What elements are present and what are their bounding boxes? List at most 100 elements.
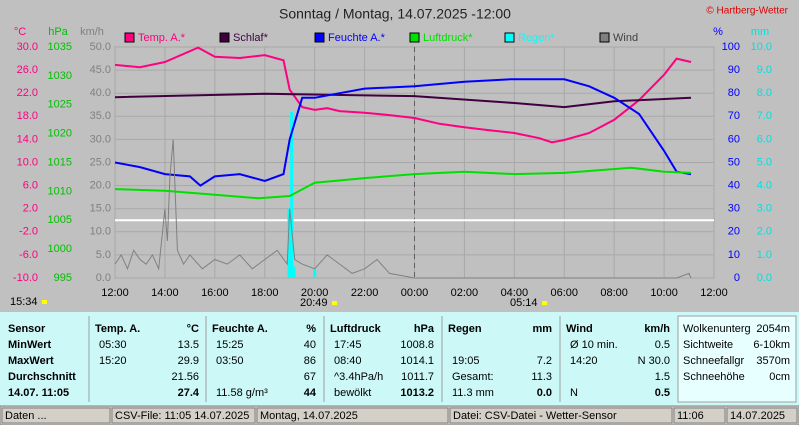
y-tick-label: 1030 bbox=[48, 70, 72, 82]
cell-value: 27.4 bbox=[178, 387, 200, 399]
cell-label: 08:40 bbox=[334, 355, 362, 367]
y-tick-label: 80 bbox=[728, 87, 740, 99]
sun-marker bbox=[332, 301, 337, 305]
cell-value: 1008.8 bbox=[400, 339, 434, 351]
y-tick-label: 5.0 bbox=[96, 249, 111, 261]
y-tick-label: 15.0 bbox=[90, 203, 111, 215]
cell-value: 1011.7 bbox=[401, 371, 434, 383]
extra-label: Sichtweite bbox=[683, 339, 733, 351]
y-tick-label: 2.0 bbox=[23, 203, 38, 215]
y-tick-label: 60 bbox=[728, 133, 740, 145]
x-tick-label: 14:00 bbox=[151, 287, 179, 299]
cell-label: 15:25 bbox=[216, 339, 244, 351]
extra-value: 6-10km bbox=[753, 339, 790, 351]
legend-swatch bbox=[314, 32, 325, 43]
status-text: 14.07.2025 bbox=[730, 410, 785, 422]
col-unit: mm bbox=[532, 323, 552, 335]
row-label: Sensor bbox=[8, 323, 46, 335]
series-line bbox=[114, 78, 692, 187]
y-tick-label: 40 bbox=[728, 180, 740, 192]
sun-marker bbox=[42, 300, 47, 304]
rain-bar bbox=[292, 266, 296, 278]
y-tick-label: 10.0 bbox=[17, 156, 38, 168]
cell-value: 0.5 bbox=[655, 387, 670, 399]
y-tick-label: 30 bbox=[728, 203, 740, 215]
row-label: 14.07. 11:05 bbox=[8, 387, 69, 399]
extra-value: 3570m bbox=[756, 355, 790, 367]
extra-label: Schneehöhe bbox=[683, 371, 745, 383]
y-tick-label: 30.0 bbox=[90, 133, 111, 145]
cell-label: 11.3 mm bbox=[452, 387, 494, 399]
cell-value: 86 bbox=[304, 355, 316, 367]
col-header: Wind bbox=[566, 323, 593, 335]
extra-label: Schneefallgr bbox=[683, 355, 744, 367]
x-tick-label: 16:00 bbox=[201, 287, 229, 299]
col-unit: km/h bbox=[644, 323, 670, 335]
axis-unit: °C bbox=[14, 26, 26, 38]
cell-value: 44 bbox=[304, 387, 317, 399]
x-tick-label: 12:00 bbox=[700, 287, 728, 299]
y-tick-label: 1000 bbox=[48, 243, 72, 255]
status-cell bbox=[673, 407, 726, 424]
y-tick-label: -2.0 bbox=[19, 226, 38, 238]
status-bar bbox=[0, 405, 799, 425]
sun-time: 20:49 bbox=[300, 297, 328, 309]
cell-label: 17:45 bbox=[334, 339, 362, 351]
y-tick-label: 2.0 bbox=[757, 226, 772, 238]
x-tick-label: 02:00 bbox=[451, 287, 479, 299]
y-tick-label: 30.0 bbox=[17, 41, 38, 53]
cell-value: 40 bbox=[304, 339, 316, 351]
y-tick-label: 3.0 bbox=[757, 203, 772, 215]
x-tick-label: 10:00 bbox=[650, 287, 678, 299]
chart-title: Sonntag / Montag, 14.07.2025 -12:00 bbox=[279, 6, 511, 22]
extra-value: 2054m bbox=[756, 323, 790, 335]
cell-label: 14:20 bbox=[570, 355, 598, 367]
status-cell bbox=[256, 407, 449, 424]
axis-unit: % bbox=[713, 26, 723, 38]
series-line bbox=[114, 92, 692, 109]
y-tick-label: 50 bbox=[728, 156, 740, 168]
y-tick-label: 1035 bbox=[48, 41, 72, 53]
y-tick-label: 90 bbox=[728, 64, 740, 76]
extra-label: Wolkenunterg bbox=[683, 323, 751, 335]
y-tick-label: 10.0 bbox=[751, 41, 772, 53]
y-tick-label: 0 bbox=[734, 272, 740, 284]
cell-label: Ø 10 min. bbox=[570, 339, 618, 351]
col-unit: hPa bbox=[414, 323, 435, 335]
legend-label: Regen* bbox=[518, 32, 555, 44]
y-tick-label: 0.0 bbox=[757, 272, 772, 284]
cell-value: 7.2 bbox=[537, 355, 552, 367]
y-tick-label: 20 bbox=[728, 226, 740, 238]
legend-label: Temp. A.* bbox=[138, 32, 186, 44]
y-tick-label: 9.0 bbox=[757, 64, 772, 76]
cell-label: 11.58 g/m³ bbox=[216, 387, 268, 399]
cell-value: 29.9 bbox=[178, 355, 199, 367]
cell-value: 1.5 bbox=[655, 371, 670, 383]
series-line bbox=[114, 166, 692, 200]
axis-unit: km/h bbox=[80, 26, 104, 38]
y-tick-label: 45.0 bbox=[90, 64, 111, 76]
status-text: Daten ... bbox=[5, 410, 47, 422]
cell-value: 1014.1 bbox=[400, 355, 434, 367]
y-tick-label: 26.0 bbox=[17, 64, 38, 76]
x-tick-label: 22:00 bbox=[351, 287, 379, 299]
col-header: Regen bbox=[448, 323, 482, 335]
y-tick-label: 1005 bbox=[48, 214, 72, 226]
y-tick-label: 20.0 bbox=[90, 180, 111, 192]
cell-value: 67 bbox=[304, 371, 316, 383]
y-tick-label: 6.0 bbox=[23, 180, 38, 192]
status-cell bbox=[449, 407, 673, 424]
series-line bbox=[114, 139, 692, 279]
col-unit: % bbox=[306, 323, 316, 335]
legend-swatch bbox=[219, 32, 230, 43]
y-tick-label: 40.0 bbox=[90, 87, 111, 99]
y-tick-label: 18.0 bbox=[17, 110, 38, 122]
cell-value: 11.3 bbox=[531, 371, 552, 383]
legend-label: Feuchte A.* bbox=[328, 32, 386, 44]
cell-label: 19:05 bbox=[452, 355, 480, 367]
y-tick-label: 70 bbox=[728, 110, 740, 122]
status-cell bbox=[111, 407, 256, 424]
y-tick-label: -6.0 bbox=[19, 249, 38, 261]
y-tick-label: -10.0 bbox=[13, 272, 38, 284]
